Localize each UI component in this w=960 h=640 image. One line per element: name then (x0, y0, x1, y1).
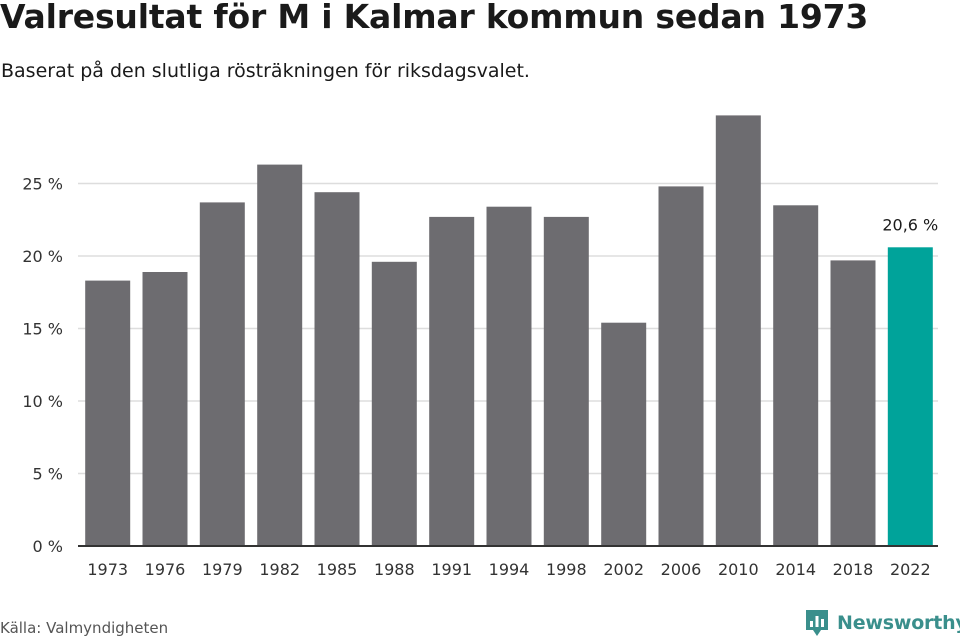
x-tick-label: 2018 (833, 560, 874, 579)
bar (314, 192, 360, 546)
x-tick-label: 2022 (890, 560, 931, 579)
bar (830, 260, 876, 546)
y-tick-label: 10 % (22, 392, 63, 411)
y-tick-label: 5 % (33, 465, 63, 484)
bar (715, 115, 761, 547)
source-note: Källa: Valmyndigheten (0, 619, 169, 637)
x-tick-label: 1998 (546, 560, 587, 579)
bar (486, 206, 532, 546)
x-tick-label: 1994 (489, 560, 530, 579)
bar-chart: 0 % 5 % 10 % 15 % 20 % 25 % 1973 1976 1979 1982 19… (22, 115, 938, 579)
x-tick-label: 1979 (202, 560, 243, 579)
y-tick-label: 15 % (22, 320, 63, 339)
bar-highlighted (887, 247, 933, 547)
bar (601, 322, 647, 546)
bar (85, 280, 131, 546)
y-tick-label: 25 % (22, 175, 63, 194)
bar (142, 272, 188, 546)
x-tick-label: 1976 (145, 560, 186, 579)
bar (543, 216, 589, 546)
x-tick-label: 1988 (374, 560, 415, 579)
chart-subtitle: Baserat på den slutliga rösträkningen fö… (1, 60, 530, 82)
x-tick-label: 2002 (603, 560, 644, 579)
y-tick-label: 20 % (22, 247, 63, 266)
bar (257, 164, 303, 546)
x-tick-label: 1985 (317, 560, 358, 579)
bar (371, 261, 417, 546)
chart-title: Valresultat för M i Kalmar kommun sedan … (0, 0, 869, 36)
newsworthy-logo-icon (806, 610, 828, 636)
x-tick-label: 2014 (775, 560, 816, 579)
x-tick-label: 2010 (718, 560, 759, 579)
brand-name: Newsworthy (837, 612, 960, 634)
bar (429, 216, 475, 546)
bar (199, 202, 245, 546)
x-tick-label: 1982 (259, 560, 300, 579)
bar (773, 205, 819, 547)
x-tick-label: 2006 (661, 560, 702, 579)
y-tick-label: 0 % (33, 537, 63, 556)
x-tick-label: 1991 (431, 560, 472, 579)
bar (658, 186, 704, 546)
data-label: 20,6 % (882, 215, 938, 234)
brand-logo: Newsworthy (804, 608, 960, 638)
x-tick-label: 1973 (87, 560, 128, 579)
